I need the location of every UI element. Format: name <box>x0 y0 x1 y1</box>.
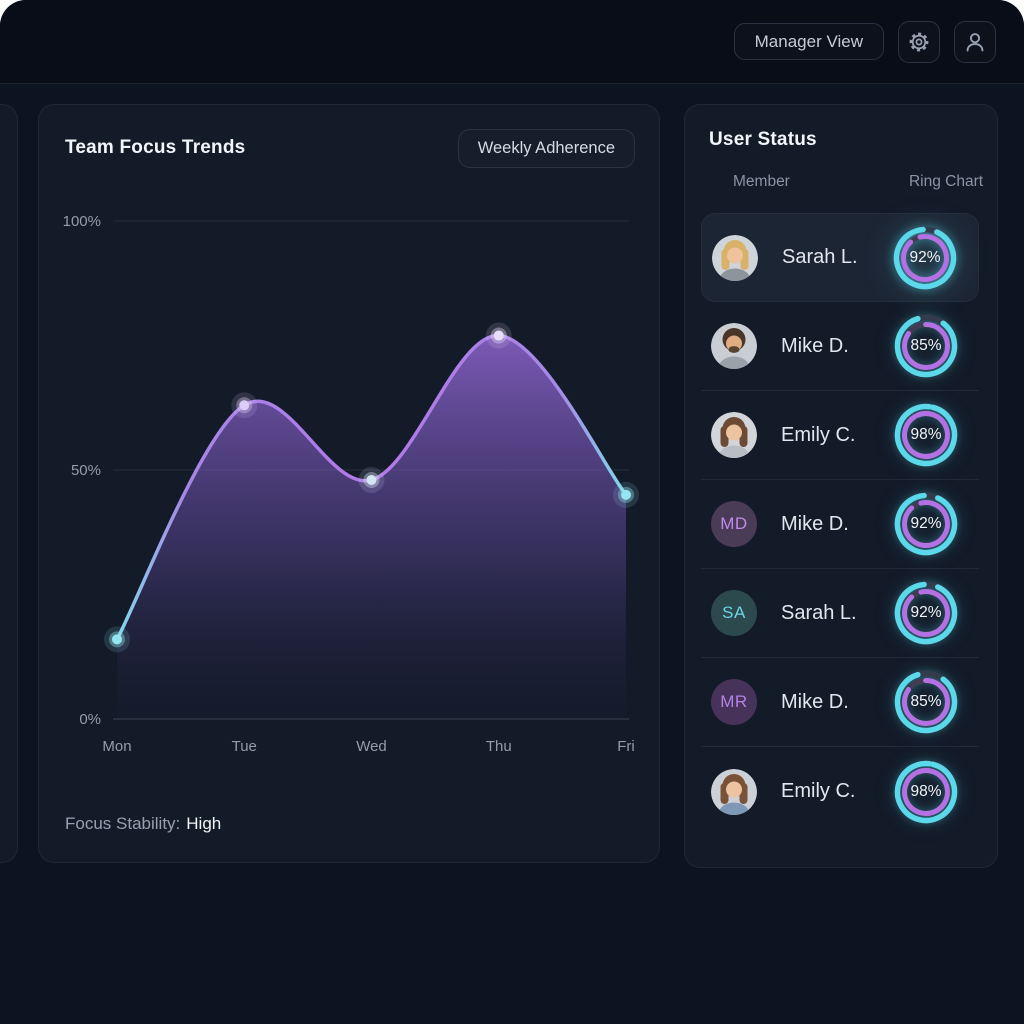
user-row-emily-c-2[interactable]: Emily C. 98% <box>701 391 979 480</box>
profile-button[interactable] <box>954 20 996 63</box>
svg-text:Fri: Fri <box>617 738 635 755</box>
user-row-mike-d-1[interactable]: Mike D. 85% <box>701 302 979 391</box>
ring-chart: 85% <box>891 311 961 381</box>
partial-card-left <box>0 104 18 863</box>
member-name: Mike D. <box>781 512 849 535</box>
column-header-ring-chart: Ring Chart <box>908 173 984 190</box>
user-row-mike-d-5[interactable]: MR Mike D. 85% <box>701 658 979 747</box>
avatar-initials: MD <box>711 501 757 547</box>
svg-text:0%: 0% <box>79 711 101 728</box>
member-name: Mike D. <box>781 690 849 713</box>
svg-text:Wed: Wed <box>356 738 387 755</box>
column-header-member: Member <box>733 173 790 190</box>
focus-stability-label: Focus Stability: <box>65 814 181 833</box>
user-row-mike-d-3[interactable]: MD Mike D. 92% <box>701 480 979 569</box>
focus-stability-status: Focus Stability: High <box>65 814 221 834</box>
ring-percentage: 92% <box>910 604 942 621</box>
member-name: Sarah L. <box>781 601 857 624</box>
team-focus-trends-card: Team Focus Trends Weekly Adherence 100% 5… <box>38 104 660 863</box>
topbar: Manager View <box>0 0 1024 84</box>
ring-percentage: 92% <box>910 515 942 532</box>
ring-percentage: 98% <box>910 782 942 800</box>
ring-chart: 92% <box>890 223 960 293</box>
ring-chart: 92% <box>891 578 961 648</box>
focus-trends-chart: 100% 50% 0% Mon Tue Wed Thu Fri <box>39 195 661 775</box>
user-status-card: User Status Member Ring Chart Sarah L. 92… <box>684 104 998 868</box>
svg-text:50%: 50% <box>71 462 101 479</box>
user-row-sarah-l-4[interactable]: SA Sarah L. 92% <box>701 569 979 658</box>
status-card-header: User Status Member Ring Chart <box>685 105 997 193</box>
member-name: Emily C. <box>781 780 856 802</box>
ring-chart: 98% <box>891 757 961 827</box>
focus-card-header: Team Focus Trends Weekly Adherence <box>39 105 659 168</box>
avatar-photo <box>711 768 757 815</box>
weekly-adherence-button[interactable]: Weekly Adherence <box>457 129 635 168</box>
focus-card-title: Team Focus Trends <box>65 137 246 159</box>
avatar-photo <box>711 323 757 369</box>
ring-chart: 92% <box>891 489 961 559</box>
svg-text:Mon: Mon <box>102 738 131 755</box>
ring-chart: 85% <box>891 667 961 737</box>
settings-button[interactable] <box>898 20 940 63</box>
focus-stability-value: High <box>186 814 222 833</box>
svg-text:Tue: Tue <box>232 738 257 755</box>
manager-view-button[interactable]: Manager View <box>733 23 884 60</box>
ring-chart: 98% <box>891 400 961 470</box>
user-row-emily-c-6[interactable]: Emily C. 98% <box>701 747 979 836</box>
member-name: Emily C. <box>781 423 856 446</box>
status-column-headers: Member Ring Chart <box>709 173 983 193</box>
ring-percentage: 85% <box>910 693 942 710</box>
gear-icon <box>907 30 931 54</box>
svg-text:Thu: Thu <box>486 738 512 755</box>
member-name: Sarah L. <box>782 246 858 268</box>
avatar-photo <box>712 234 758 281</box>
ring-percentage: 92% <box>909 248 941 266</box>
member-name: Mike D. <box>781 334 849 357</box>
status-card-title: User Status <box>709 129 817 150</box>
ring-percentage: 98% <box>910 426 942 443</box>
user-icon <box>963 30 987 54</box>
svg-text:100%: 100% <box>63 213 101 230</box>
avatar-initials: MR <box>711 679 757 725</box>
user-row-sarah-l-0[interactable]: Sarah L. 92% <box>701 213 979 302</box>
avatar-photo <box>711 412 757 458</box>
user-status-list: Sarah L. 92% Mike D. 85% Emily C. 98% MD Mike D… <box>701 213 979 836</box>
avatar-initials: SA <box>711 590 757 636</box>
ring-percentage: 85% <box>910 337 942 354</box>
